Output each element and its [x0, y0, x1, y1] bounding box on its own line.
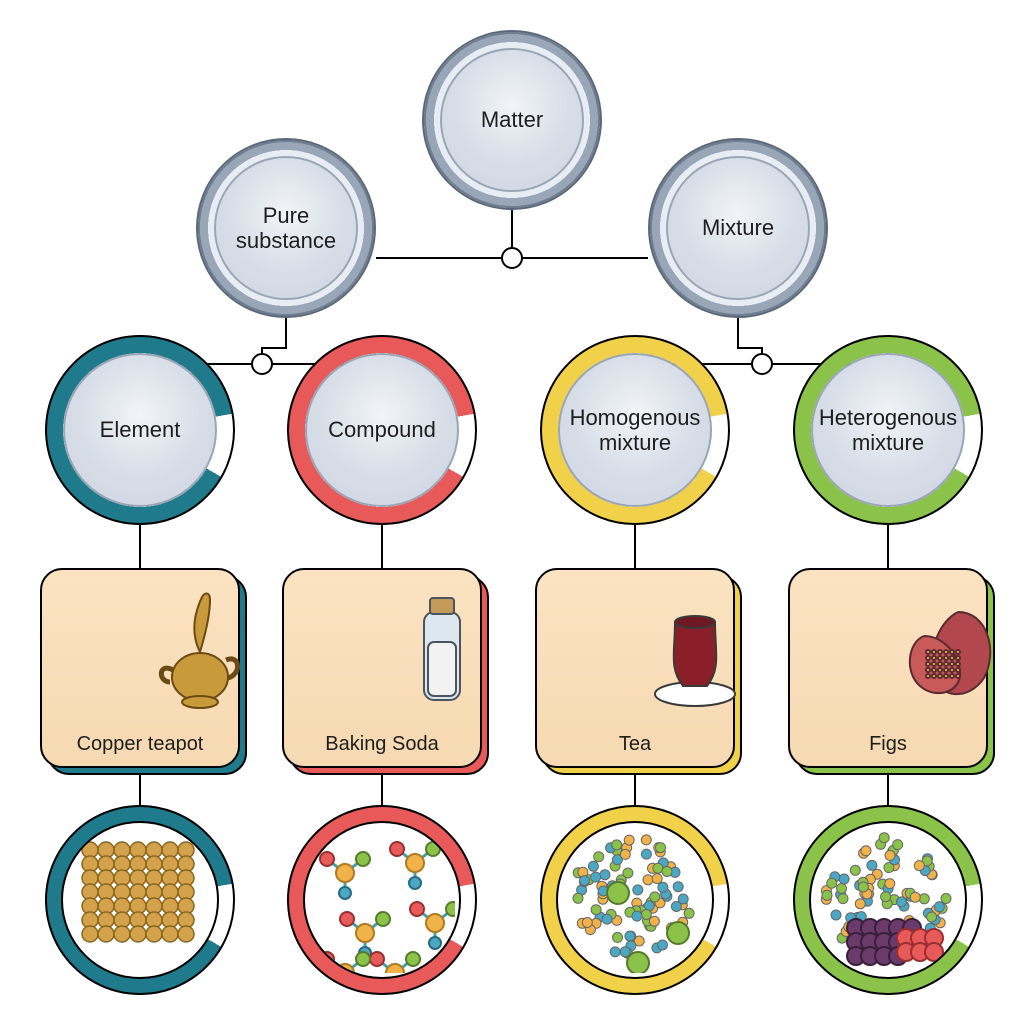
- node-matter: Matter: [422, 30, 602, 210]
- card3: Figs: [788, 568, 988, 768]
- node-element: Element: [45, 335, 235, 525]
- node-hetero-label: Heterogenous mixture: [819, 405, 957, 456]
- card3-label: Figs: [869, 733, 907, 756]
- card2-label: Tea: [619, 733, 651, 756]
- node-hetero: Heterogenous mixture: [793, 335, 983, 525]
- node-homo-label: Homogenous mixture: [570, 405, 701, 456]
- node-pure: Pure substance: [196, 138, 376, 318]
- detail0: [45, 805, 235, 995]
- node-homo: Homogenous mixture: [540, 335, 730, 525]
- card0: Copper teapot: [40, 568, 240, 768]
- node-compound: Compound: [287, 335, 477, 525]
- card0-label: Copper teapot: [77, 733, 204, 756]
- card2: Tea: [535, 568, 735, 768]
- card1: Baking Soda: [282, 568, 482, 768]
- detail1: [287, 805, 477, 995]
- card1-label: Baking Soda: [325, 733, 438, 756]
- detail3: [793, 805, 983, 995]
- node-matter-label: Matter: [481, 107, 543, 132]
- node-pure-label: Pure substance: [236, 203, 336, 254]
- node-mixture-label: Mixture: [702, 215, 774, 240]
- detail2: [540, 805, 730, 995]
- node-element-label: Element: [100, 417, 181, 442]
- node-mixture: Mixture: [648, 138, 828, 318]
- node-compound-label: Compound: [328, 417, 436, 442]
